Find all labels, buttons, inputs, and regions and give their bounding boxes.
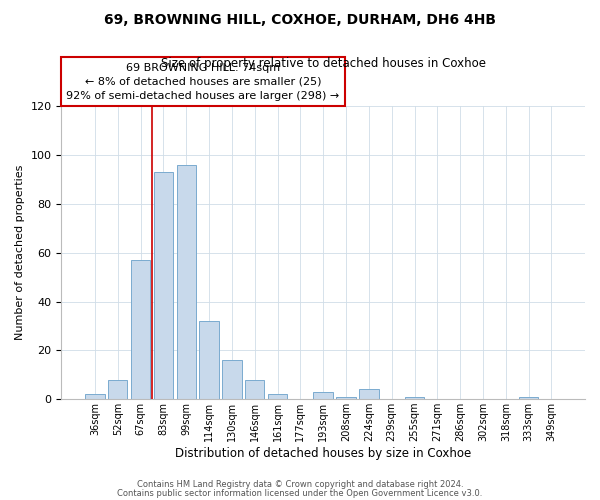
- Bar: [222, 360, 242, 399]
- Y-axis label: Number of detached properties: Number of detached properties: [15, 165, 25, 340]
- Bar: [405, 396, 424, 399]
- Bar: [519, 396, 538, 399]
- Bar: [337, 396, 356, 399]
- Bar: [154, 172, 173, 399]
- Bar: [359, 390, 379, 399]
- Bar: [268, 394, 287, 399]
- Bar: [313, 392, 333, 399]
- Bar: [176, 165, 196, 399]
- Text: 69 BROWNING HILL: 74sqm
← 8% of detached houses are smaller (25)
92% of semi-det: 69 BROWNING HILL: 74sqm ← 8% of detached…: [66, 62, 340, 100]
- Text: 69, BROWNING HILL, COXHOE, DURHAM, DH6 4HB: 69, BROWNING HILL, COXHOE, DURHAM, DH6 4…: [104, 12, 496, 26]
- Bar: [131, 260, 150, 399]
- Text: Contains public sector information licensed under the Open Government Licence v3: Contains public sector information licen…: [118, 489, 482, 498]
- Bar: [85, 394, 104, 399]
- Bar: [108, 380, 127, 399]
- Bar: [199, 321, 219, 399]
- Bar: [245, 380, 265, 399]
- Title: Size of property relative to detached houses in Coxhoe: Size of property relative to detached ho…: [161, 58, 486, 70]
- Text: Contains HM Land Registry data © Crown copyright and database right 2024.: Contains HM Land Registry data © Crown c…: [137, 480, 463, 489]
- X-axis label: Distribution of detached houses by size in Coxhoe: Distribution of detached houses by size …: [175, 447, 472, 460]
